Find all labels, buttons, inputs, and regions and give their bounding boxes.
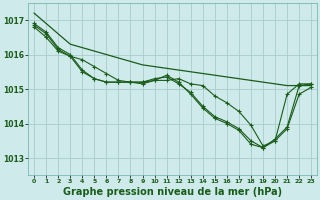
- X-axis label: Graphe pression niveau de la mer (hPa): Graphe pression niveau de la mer (hPa): [63, 187, 282, 197]
